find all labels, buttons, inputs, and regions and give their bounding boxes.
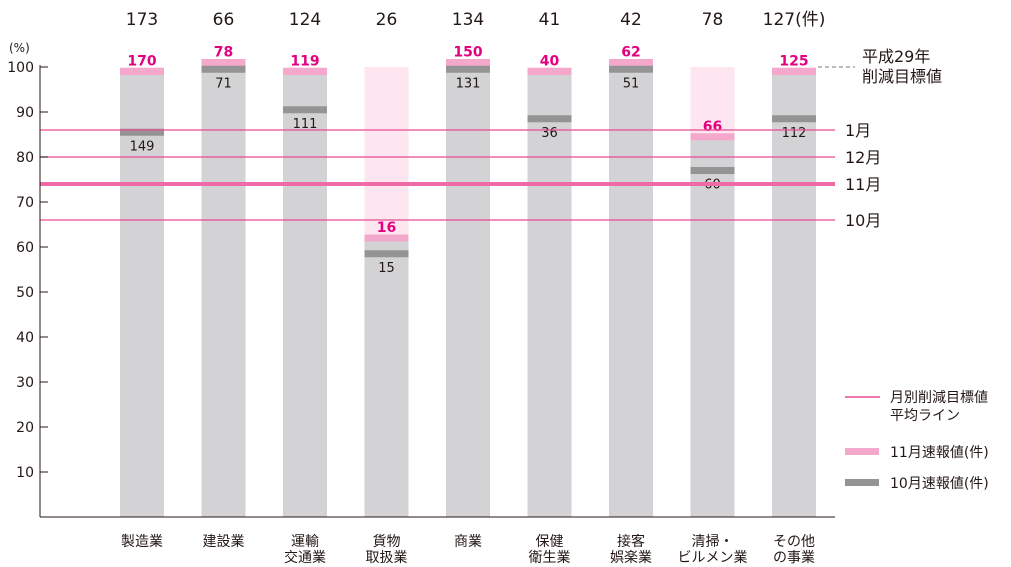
y-tick-label: 10 xyxy=(16,465,34,481)
y-tick-label: 30 xyxy=(16,375,34,391)
october-value-label: 36 xyxy=(541,126,558,141)
monthly-line-label: 10月 xyxy=(845,211,881,230)
october-marker xyxy=(690,167,735,174)
category-label: 清掃・ xyxy=(692,533,734,550)
legend-line-label: 平均ライン xyxy=(890,408,960,424)
category-label: 貨物 xyxy=(373,533,401,550)
category-label: 製造業 xyxy=(121,534,163,550)
october-marker xyxy=(201,65,246,73)
total-count-label: 66 xyxy=(213,10,235,30)
bar xyxy=(364,238,409,517)
november-value-label: 78 xyxy=(214,45,233,61)
category-label: 衛生業 xyxy=(529,550,571,566)
category-label: 保健 xyxy=(536,534,564,550)
y-unit-label: (%) xyxy=(9,41,30,55)
bar xyxy=(690,136,735,517)
october-value-label: 112 xyxy=(782,126,807,141)
october-marker xyxy=(446,65,490,73)
november-value-label: 16 xyxy=(377,220,396,236)
november-value-label: 125 xyxy=(779,54,808,70)
bar xyxy=(527,71,572,517)
october-value-label: 15 xyxy=(378,261,395,276)
october-value-label: 71 xyxy=(215,76,232,91)
y-tick-label: 70 xyxy=(16,195,34,211)
november-marker xyxy=(772,68,816,75)
target-label: 削減目標値 xyxy=(862,67,942,86)
november-marker xyxy=(201,59,246,66)
total-count-label: 78 xyxy=(702,10,724,30)
y-tick-label: 50 xyxy=(16,285,34,301)
legend-november-label: 11月速報値(件) xyxy=(890,445,989,461)
total-count-label: 124 xyxy=(289,10,321,30)
october-marker xyxy=(527,115,572,123)
total-count-label: 26 xyxy=(376,10,398,30)
october-value-label: 51 xyxy=(623,76,640,91)
category-label: 接客 xyxy=(617,533,645,550)
legend-line-label: 月別削減目標値 xyxy=(890,389,988,406)
total-count-label: 42 xyxy=(620,10,642,30)
category-label: その他 xyxy=(773,534,815,550)
y-tick-label: 80 xyxy=(16,150,34,166)
october-value-label: 111 xyxy=(293,117,318,132)
y-tick-label: 20 xyxy=(16,420,34,436)
category-label: 建設業 xyxy=(203,534,245,550)
bar xyxy=(609,67,653,517)
category-label: 商業 xyxy=(454,534,482,550)
y-tick-label: 60 xyxy=(16,240,34,256)
y-tick-label: 100 xyxy=(7,60,34,76)
bar xyxy=(446,67,490,517)
november-value-label: 119 xyxy=(290,54,319,70)
legend-november-swatch xyxy=(845,448,879,455)
category-label: 娯楽業 xyxy=(610,550,652,566)
legend-october-swatch xyxy=(845,479,879,486)
total-count-label: 134 xyxy=(452,10,484,30)
november-marker xyxy=(364,234,409,242)
y-tick-label: 90 xyxy=(16,105,34,121)
bar xyxy=(772,71,816,517)
bar xyxy=(120,71,164,517)
bar xyxy=(283,71,327,517)
november-value-label: 150 xyxy=(453,45,482,61)
bar xyxy=(201,67,246,517)
total-count-label: 127(件) xyxy=(763,10,826,30)
october-value-label: 149 xyxy=(130,139,155,154)
category-label: 取扱業 xyxy=(366,550,408,566)
target-label: 平成29年 xyxy=(862,47,930,66)
november-value-label: 66 xyxy=(703,119,722,135)
november-marker xyxy=(446,59,490,66)
total-count-label: 173 xyxy=(126,10,158,30)
november-value-label: 40 xyxy=(540,54,560,70)
october-value-label: 131 xyxy=(456,76,481,91)
november-marker xyxy=(690,133,735,141)
legend-october-label: 10月速報値(件) xyxy=(890,476,989,492)
category-label: の事業 xyxy=(773,550,815,566)
monthly-line-label: 12月 xyxy=(845,148,881,167)
monthly-line-label: 11月 xyxy=(845,175,881,194)
y-tick-label: 40 xyxy=(16,330,34,346)
category-label: ビルメン業 xyxy=(678,550,748,566)
october-marker xyxy=(120,128,164,136)
november-value-label: 62 xyxy=(621,45,640,61)
november-marker xyxy=(283,68,327,75)
monthly-line-label: 1月 xyxy=(845,121,871,140)
october-marker xyxy=(772,115,816,123)
october-marker xyxy=(609,65,653,73)
november-value-label: 170 xyxy=(127,54,156,70)
october-marker xyxy=(364,250,409,258)
total-count-label: 41 xyxy=(539,10,561,30)
category-label: 交通業 xyxy=(284,549,326,566)
category-label: 運輸 xyxy=(291,534,319,550)
october-marker xyxy=(283,106,327,114)
november-marker xyxy=(609,59,653,66)
november-marker xyxy=(527,68,572,75)
november-marker xyxy=(120,68,164,75)
